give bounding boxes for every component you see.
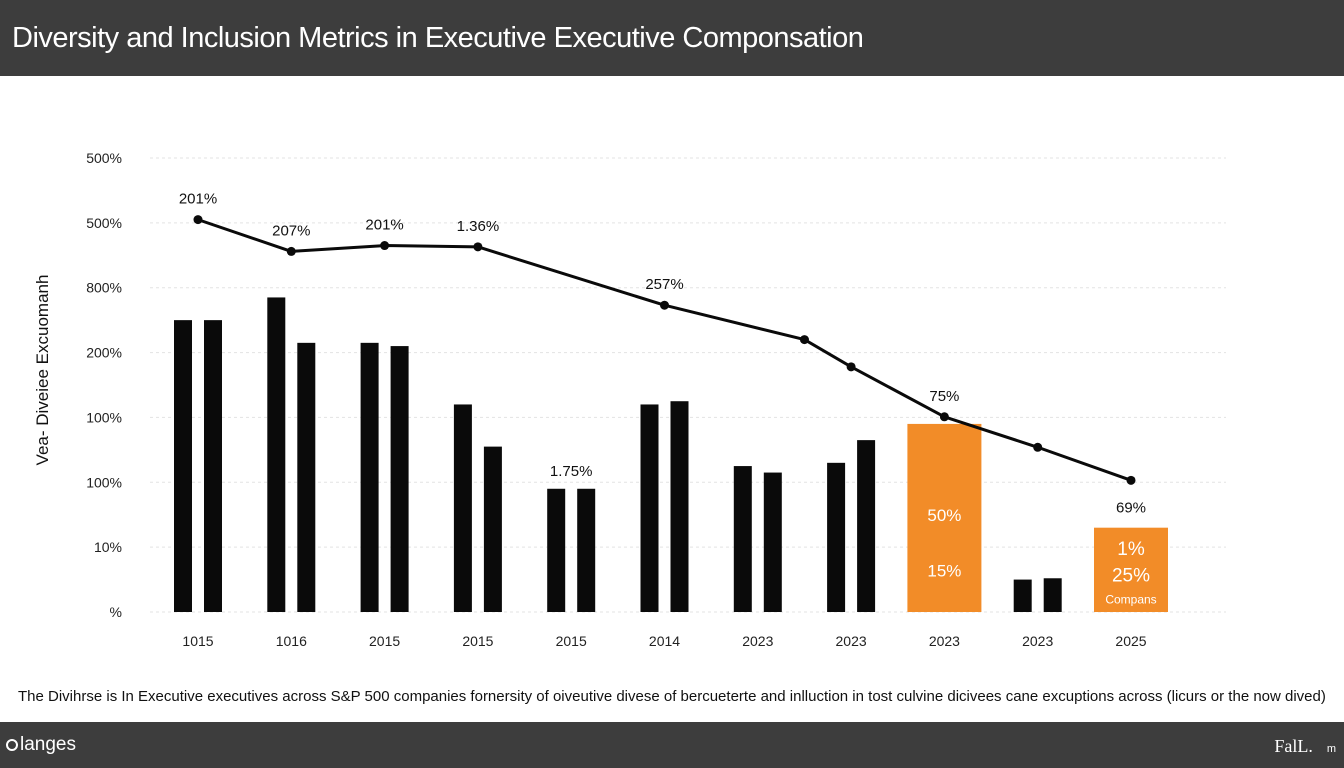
bar <box>174 320 192 612</box>
trend-point <box>1033 442 1043 452</box>
x-tick-label: 2015 <box>556 633 587 649</box>
bar <box>204 320 222 612</box>
x-tick-label: 2023 <box>929 633 960 649</box>
x-tick-label: 2014 <box>649 633 680 649</box>
bar <box>453 404 472 612</box>
footer-brand: FalL. <box>1274 736 1313 756</box>
bar <box>547 488 566 612</box>
trend-line-group: 201% 207% 201% 1.36% 257% 75% 69% <box>179 191 1146 517</box>
highlight-bar <box>1094 527 1168 612</box>
y-tick-label: 200% <box>86 345 122 361</box>
data-label: 1.75% <box>550 463 593 480</box>
bar <box>577 488 596 612</box>
header-bar: Diversity and Inclusion Metrics in Execu… <box>0 0 1344 76</box>
y-tick-label: 100% <box>86 474 122 490</box>
bar <box>827 462 846 612</box>
x-tick-label: 2015 <box>462 633 493 649</box>
trend-point <box>660 300 669 310</box>
footer-small: m <box>1326 743 1336 755</box>
trend-line <box>197 218 1132 482</box>
footer-logo: langes <box>6 734 76 756</box>
trend-point-label: 1.36% <box>457 218 500 235</box>
page-title: Diversity and Inclusion Metrics in Execu… <box>12 22 864 54</box>
trend-point <box>473 242 483 252</box>
y-tick-label: 100% <box>86 409 122 425</box>
data-label: 15% <box>927 561 961 580</box>
trend-point-label: 69% <box>1116 499 1146 516</box>
trend-point-label: 257% <box>645 276 683 293</box>
bars <box>174 297 1168 612</box>
data-label: 50% <box>927 506 961 525</box>
trend-point <box>286 246 296 256</box>
data-label: 25% <box>1112 566 1150 587</box>
x-tick-label: 2023 <box>1022 633 1053 649</box>
trend-point <box>846 362 856 372</box>
footer-right: FalL. m <box>1274 736 1336 757</box>
trend-point <box>193 215 203 225</box>
y-axis-ticks: 500% 500% 800% 200% 100% 100% 10%% <box>86 150 122 620</box>
y-tick-label: % <box>110 604 122 620</box>
x-tick-label: 1016 <box>276 633 307 649</box>
bar <box>1013 579 1032 612</box>
data-label: 1% <box>1117 539 1145 560</box>
x-axis-ticks: 1015 1016 2015 2015 2015 2014 2023 2023 2023 2023… <box>182 633 1146 649</box>
bar <box>670 401 689 612</box>
x-tick-label: 1015 <box>182 633 213 649</box>
annotations: 1.75% 50% 15% 1% 25% Compans <box>550 463 1157 607</box>
y-axis-label: Vea- Diveiee Excuomanh <box>33 275 52 466</box>
x-tick-label: 2025 <box>1115 633 1146 649</box>
y-tick-label: 800% <box>86 280 122 296</box>
x-tick-label: 2015 <box>369 633 400 649</box>
trend-point-label: 201% <box>179 191 217 208</box>
trend-point-label: 75% <box>929 388 959 405</box>
logo-text: langes <box>20 734 76 755</box>
trend-point <box>799 335 809 345</box>
data-label: Compans <box>1105 593 1156 607</box>
bar <box>297 342 316 612</box>
y-tick-label: 500% <box>86 150 122 166</box>
trend-point <box>1126 475 1136 485</box>
y-tick-label: 10% <box>94 539 122 555</box>
x-tick-label: 2023 <box>742 633 773 649</box>
x-tick-label: 2023 <box>836 633 867 649</box>
bar <box>483 446 502 612</box>
bar <box>360 342 379 612</box>
trend-point-label: 201% <box>365 217 403 234</box>
bar <box>733 466 752 612</box>
bar <box>267 297 286 612</box>
trend-point-label: 207% <box>272 222 310 239</box>
chart-caption: The Divihrse is In Executive executives … <box>18 688 1326 705</box>
trend-point <box>939 412 949 422</box>
bar <box>1043 578 1062 612</box>
highlight-bar <box>907 423 982 612</box>
trend-point <box>380 241 390 251</box>
logo-icon <box>6 739 18 751</box>
footer-bar: langes FalL. m <box>0 722 1344 768</box>
bar <box>390 346 409 612</box>
bar <box>763 472 782 612</box>
bar <box>857 440 876 612</box>
bar <box>640 404 659 612</box>
y-tick-label: 500% <box>86 215 122 231</box>
